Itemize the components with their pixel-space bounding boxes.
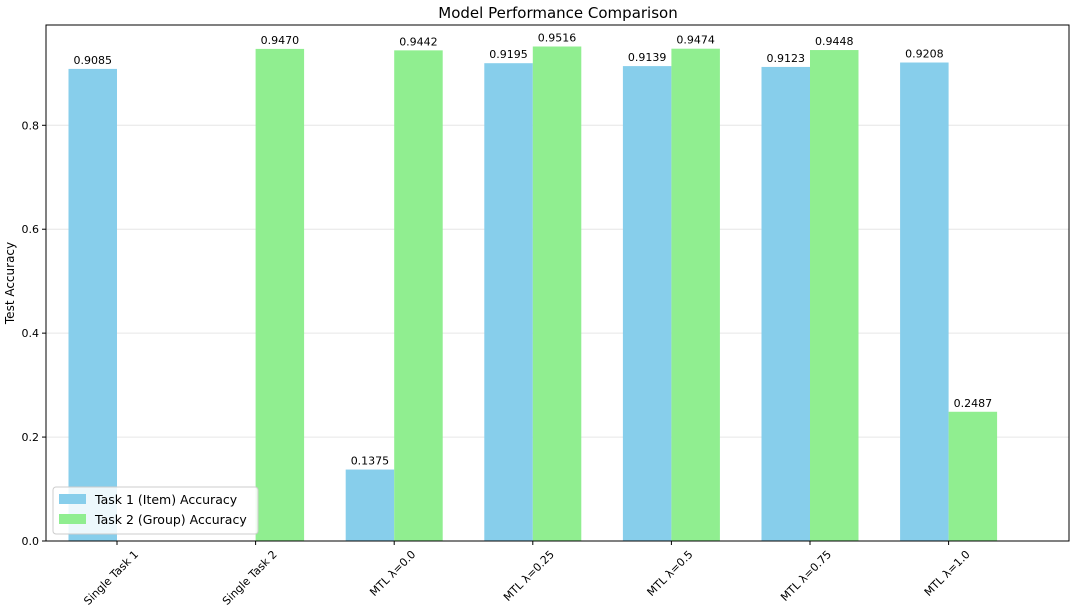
x-tick-label: MTL λ=1.0 (922, 548, 973, 599)
bar-value-label: 0.9195 (489, 48, 528, 61)
bar-value-label: 0.9474 (676, 34, 715, 47)
y-tick-label: 0.8 (22, 119, 40, 132)
x-tick-label: Single Task 1 (81, 548, 141, 608)
legend (52, 486, 259, 535)
x-tick-label: MTL λ=0.5 (645, 548, 696, 599)
bar-task2 (532, 46, 582, 541)
bar-task2 (671, 48, 720, 542)
bar-task2 (394, 50, 443, 541)
bar-value-label: 0.9139 (628, 51, 667, 64)
bar-task2 (255, 48, 305, 542)
bar-task1 (345, 469, 395, 541)
bar-value-label: 0.9516 (538, 32, 577, 45)
bar-value-label: 0.9085 (74, 54, 113, 67)
legend-swatch (59, 514, 86, 524)
bar-value-label: 0.9470 (261, 34, 300, 47)
y-tick-label: 0.0 (22, 535, 40, 548)
bar-task1 (484, 63, 533, 541)
bar-value-label: 0.2487 (954, 397, 993, 410)
legend-label: Task 1 (Item) Accuracy (94, 492, 238, 507)
y-tick-label: 0.4 (22, 327, 40, 340)
y-axis-label: Test Accuracy (3, 242, 17, 325)
bar-task1 (622, 66, 672, 541)
bar-task1 (761, 66, 810, 541)
bar-value-label: 0.1375 (351, 455, 390, 468)
bar-value-label: 0.9208 (905, 48, 944, 61)
x-tick-label: Single Task 2 (220, 548, 280, 608)
legend-label: Task 2 (Group) Accuracy (94, 512, 247, 527)
y-tick-label: 0.2 (22, 431, 40, 444)
chart-title: Model Performance Comparison (438, 4, 677, 22)
bar-task1 (68, 68, 117, 541)
x-tick-label: MTL λ=0.0 (367, 548, 418, 599)
bar-value-label: 0.9123 (767, 52, 806, 65)
x-tick-label: MTL λ=0.75 (778, 548, 834, 604)
bar-task2 (810, 50, 859, 542)
bar-task1 (900, 62, 949, 542)
y-tick-label: 0.6 (22, 223, 40, 236)
bar-value-label: 0.9448 (815, 35, 854, 48)
bar-task2 (948, 411, 998, 541)
bar-value-label: 0.9442 (399, 35, 438, 48)
plot-frame (45, 24, 1070, 542)
x-tick-label: MTL λ=0.25 (501, 548, 557, 604)
legend-swatch (59, 494, 86, 504)
